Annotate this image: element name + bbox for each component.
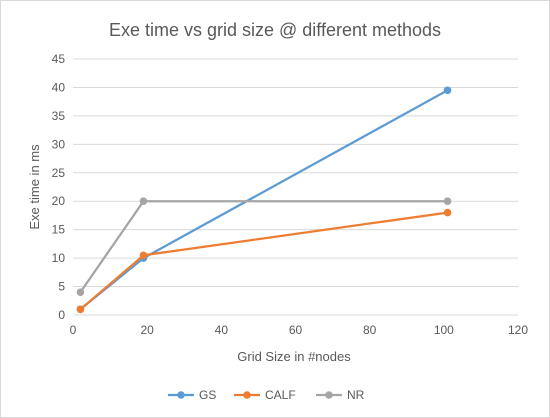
data-point-nr <box>76 288 85 297</box>
x-axis-title: Grid Size in #nodes <box>237 349 351 364</box>
series-layer <box>76 86 452 314</box>
y-tick-label: 15 <box>52 223 66 237</box>
series-line-gs <box>79 89 449 311</box>
legend-item-gs: GS <box>168 388 216 402</box>
data-point-gs <box>443 86 452 95</box>
legend-item-calf: CALF <box>234 388 296 402</box>
x-tick-label: 0 <box>70 323 77 337</box>
series-nr <box>76 197 452 297</box>
y-tick-label: 30 <box>52 137 66 151</box>
y-tick-label: 25 <box>52 166 66 180</box>
data-point-calf <box>443 208 452 217</box>
data-point-calf <box>139 251 148 260</box>
legend-label: NR <box>347 388 365 402</box>
x-tick-label: 120 <box>508 323 528 337</box>
x-tick-label: 60 <box>289 323 303 337</box>
series-line-nr <box>79 200 448 293</box>
gridlines <box>73 58 518 316</box>
y-tick-label: 35 <box>52 109 66 123</box>
series-line-calf <box>79 211 448 311</box>
series-gs <box>76 86 452 314</box>
y-tick-label: 40 <box>52 80 66 94</box>
legend-swatch-marker <box>325 391 333 399</box>
y-tick-label: 0 <box>58 308 65 322</box>
x-tick-labels: 0 20 40 60 80 100 120 <box>70 323 529 337</box>
legend-label: GS <box>199 388 216 402</box>
y-tick-label: 20 <box>52 194 66 208</box>
data-point-nr <box>139 197 148 206</box>
y-tick-label: 5 <box>58 280 65 294</box>
legend-label: CALF <box>265 388 296 402</box>
series-calf <box>76 208 452 314</box>
x-tick-label: 100 <box>434 323 454 337</box>
x-tick-label: 20 <box>140 323 154 337</box>
y-tick-label: 10 <box>52 251 66 265</box>
x-tick-label: 40 <box>215 323 229 337</box>
legend: GS CALF NR <box>168 388 365 402</box>
y-tick-labels: 0 5 10 15 20 25 30 35 40 45 <box>52 52 66 322</box>
data-point-nr <box>443 197 452 206</box>
legend-swatch-marker <box>177 391 185 399</box>
chart-title: Exe time vs grid size @ different method… <box>109 20 441 40</box>
data-point-calf <box>76 305 85 314</box>
y-tick-label: 45 <box>52 52 66 66</box>
legend-item-nr: NR <box>316 388 365 402</box>
legend-swatch-marker <box>243 391 251 399</box>
x-tick-label: 80 <box>363 323 377 337</box>
y-axis-title: Exe time in ms <box>27 144 42 230</box>
